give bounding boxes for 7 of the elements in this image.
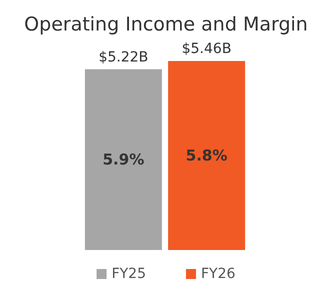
annotation: 5.8% xyxy=(186,146,228,164)
data-label: $5.22B xyxy=(98,49,148,66)
chart-title: Operating Income and Margin xyxy=(24,14,308,36)
legend-label: FY26 xyxy=(201,266,236,282)
data-label: $5.46B xyxy=(182,41,232,57)
legend-label: FY25 xyxy=(112,266,146,282)
annotation: 5.9% xyxy=(102,150,144,169)
